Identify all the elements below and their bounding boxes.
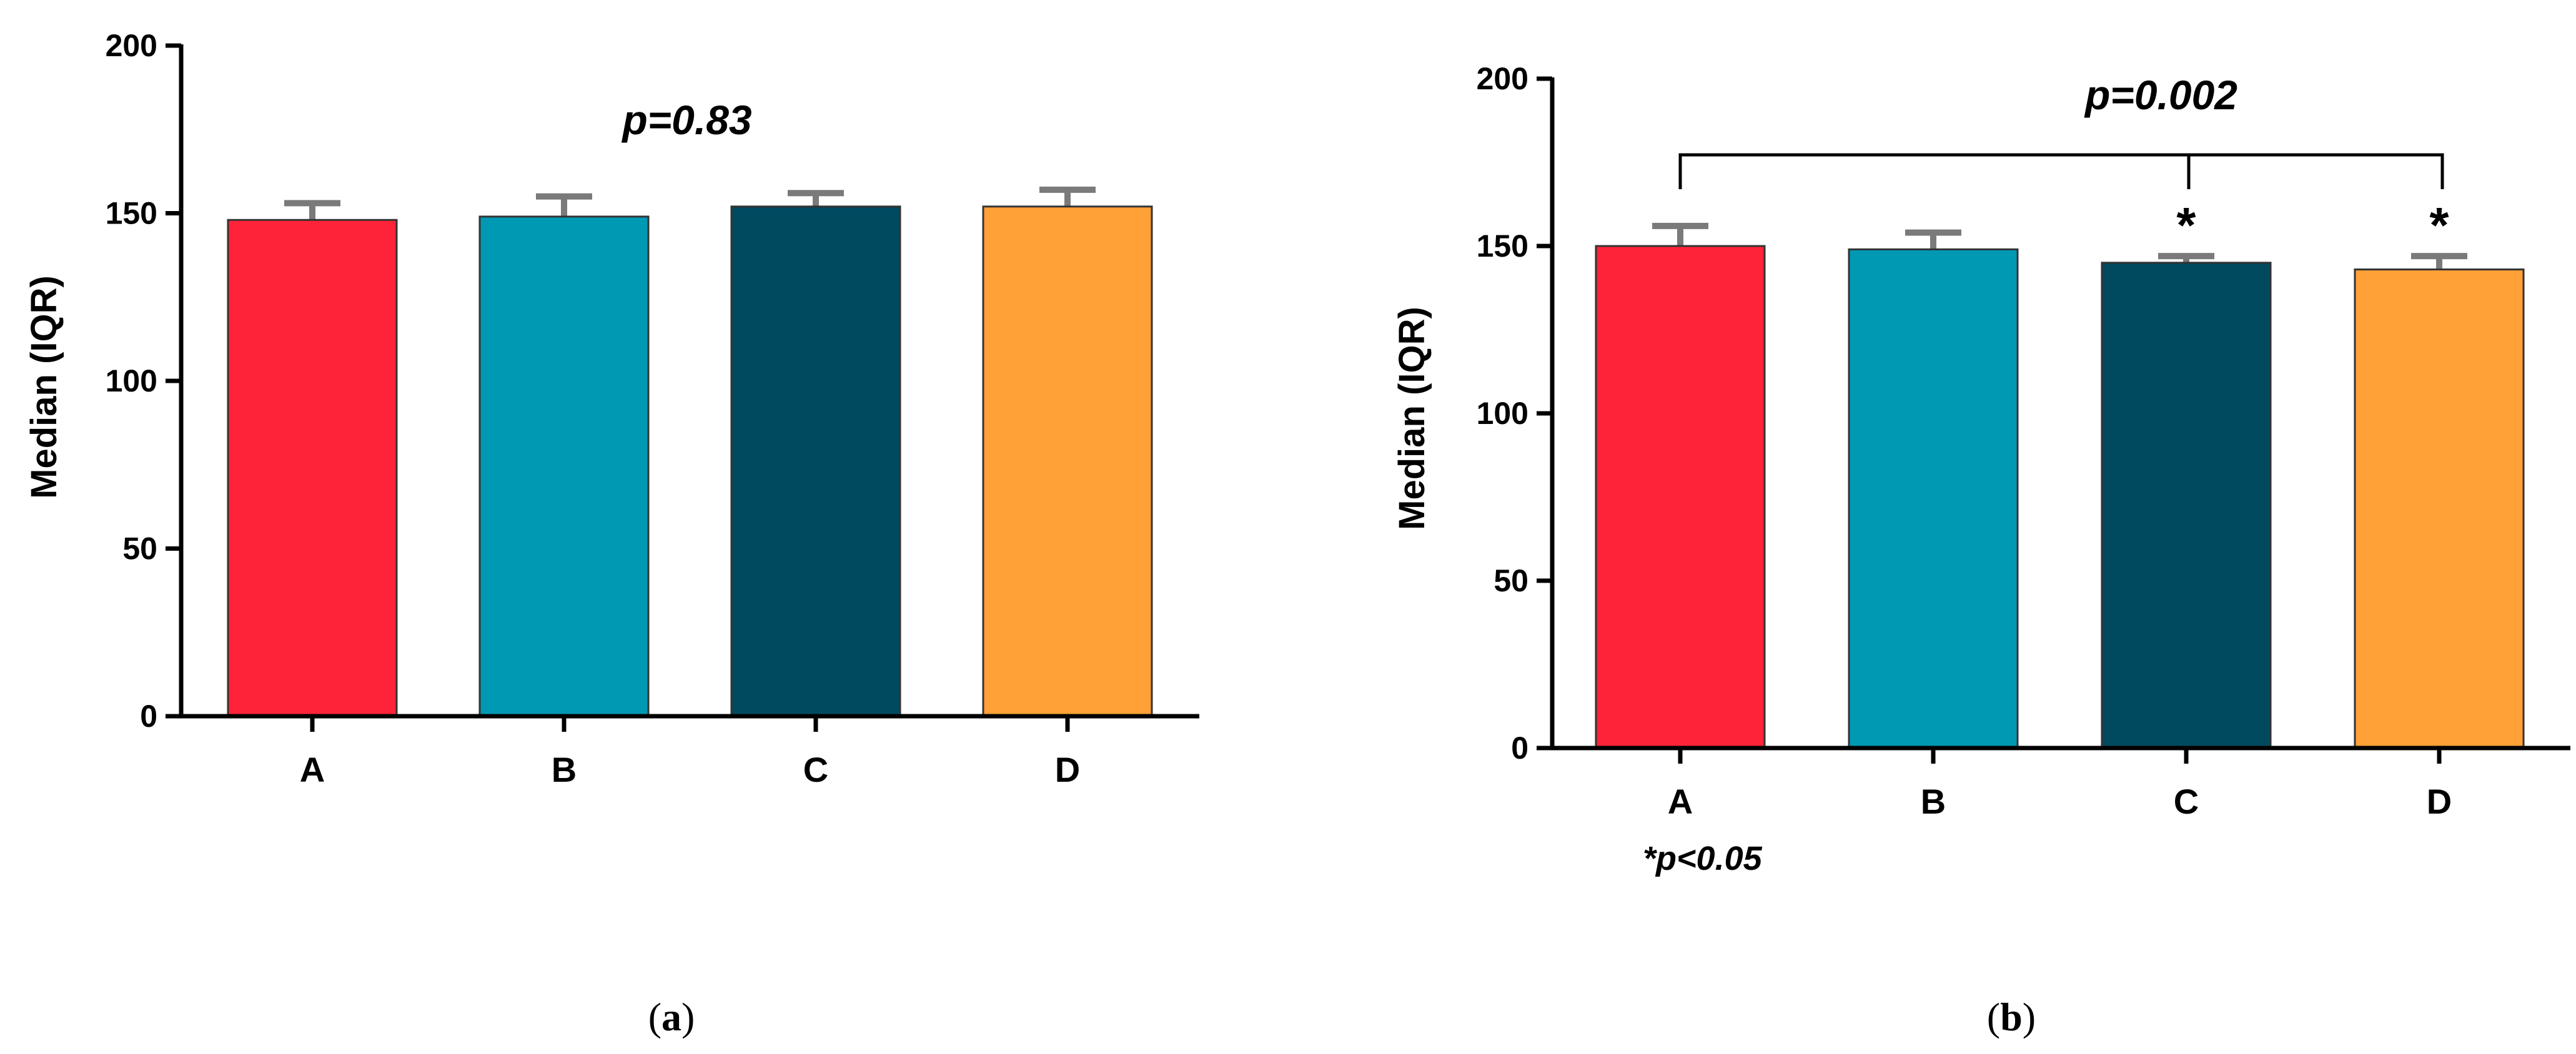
y-axis-title: Median (IQR): [1392, 307, 1432, 530]
significance-star: *: [2176, 197, 2196, 253]
x-tick-label: D: [2427, 782, 2452, 821]
panel-label: (a): [648, 995, 695, 1039]
bar-b: [478, 215, 650, 717]
y-tick-label: 50: [1494, 563, 1528, 598]
p-value-label: p=0.83: [621, 97, 751, 143]
panel-letter: b: [2000, 995, 2023, 1039]
y-tick-label: 150: [1477, 229, 1528, 264]
bar-d: [982, 205, 1153, 717]
plot-area: A B C * D * 0 50 100 150 200: [1477, 61, 2570, 821]
bar-a: [1595, 245, 1766, 749]
plot-area: A B C D 0 50 100 150 200: [106, 28, 1199, 789]
x-tick-label: C: [803, 750, 828, 789]
y-tick-label: 0: [140, 699, 157, 734]
chart-panel-a: Median (IQR) p=0.83 A B C D 0 50 100 150 200 (a): [24, 28, 1199, 1039]
x-tick-label: A: [300, 750, 325, 789]
bar-c: [2101, 262, 2272, 749]
x-tick-label: C: [2174, 782, 2199, 821]
significance-star: *: [2429, 197, 2449, 253]
x-tick-label: B: [1921, 782, 1946, 821]
comparison-bracket: [1678, 153, 2444, 189]
y-tick-label: 100: [106, 363, 157, 398]
y-tick-label: 100: [1477, 396, 1528, 431]
y-tick-label: 200: [106, 28, 157, 63]
y-axis-title: Median (IQR): [24, 275, 64, 499]
bar-d: [2354, 268, 2525, 749]
y-tick-label: 0: [1511, 731, 1528, 766]
bar-b: [1848, 248, 2019, 749]
p-value-label: p=0.002: [2084, 72, 2237, 118]
bar-c: [730, 205, 901, 717]
panel-letter: a: [661, 995, 681, 1039]
x-tick-label: D: [1055, 750, 1080, 789]
x-tick-label: B: [552, 750, 577, 789]
y-tick-label: 150: [106, 196, 157, 231]
significance-note: *p<0.05: [1643, 840, 1763, 877]
x-tick-label: A: [1668, 782, 1693, 821]
panel-label: (b): [1987, 995, 2036, 1039]
chart-panel-b: Median (IQR) p=0.002 A B C*D*050100150200 …: [1392, 61, 2570, 1039]
y-tick-label: 50: [122, 531, 157, 566]
bar-a: [227, 219, 398, 717]
y-tick-label: 200: [1477, 61, 1528, 96]
